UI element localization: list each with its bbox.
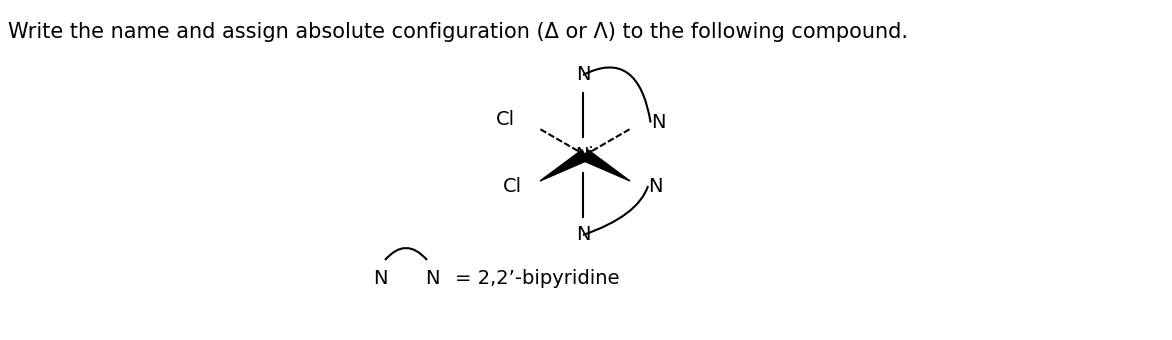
Polygon shape [540,150,588,181]
Text: N: N [575,66,591,85]
Text: Ni: Ni [575,146,594,164]
Text: Cl: Cl [503,176,522,196]
Text: N: N [648,176,662,196]
Text: N: N [373,269,387,288]
Text: = 2,2’-bipyridine: = 2,2’-bipyridine [455,269,620,288]
Text: Write the name and assign absolute configuration (Δ or Λ) to the following compo: Write the name and assign absolute confi… [8,22,908,42]
Text: N: N [650,113,666,132]
Polygon shape [582,150,631,181]
Text: N: N [575,225,591,244]
Text: Cl: Cl [496,110,516,129]
Text: N: N [424,269,440,288]
